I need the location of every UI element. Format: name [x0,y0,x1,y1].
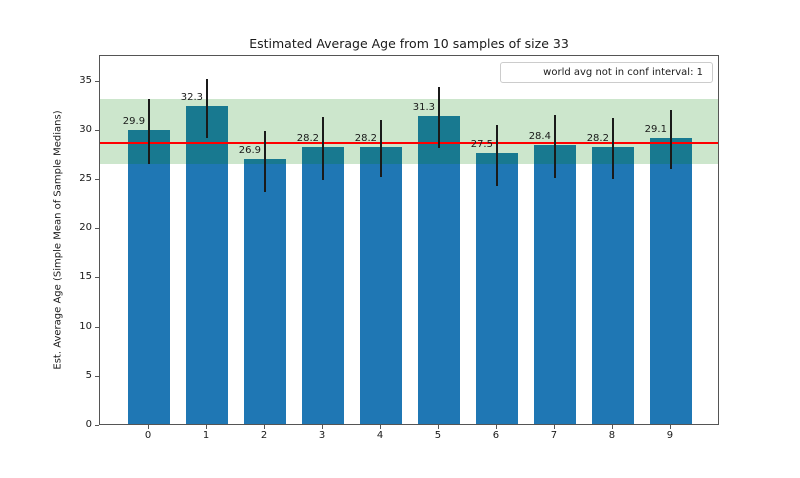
bar-value-label: 29.9 [122,115,146,127]
error-bar [380,119,382,178]
legend: world avg not in conf interval: 1 [500,62,713,83]
x-tick-mark [206,425,208,429]
legend-label: world avg not in conf interval: 1 [543,67,703,78]
y-tick-mark [95,277,99,279]
x-tick-label: 2 [260,430,268,441]
error-bar [669,110,672,170]
bar-value-label: 27.5 [470,139,493,151]
y-tick-label: 5 [85,369,92,381]
x-tick-label: 5 [434,430,442,441]
y-tick-mark [95,178,99,180]
y-tick-label: 0 [85,419,92,430]
x-tick-label: 9 [666,430,674,441]
x-tick-mark [669,425,671,429]
bar [360,146,402,424]
x-tick-label: 6 [492,430,500,441]
x-tick-mark [495,425,497,429]
error-bar [322,117,325,180]
bar [591,146,634,424]
bar-value-label: 31.3 [412,101,435,113]
bar-value-label: 29.1 [644,123,667,135]
confidence-band [100,98,718,164]
y-tick-mark [95,228,99,230]
error-bar [206,78,209,138]
x-tick-label: 4 [376,430,384,441]
error-bar [264,130,267,192]
x-tick-mark [611,425,613,429]
y-tick-mark [95,129,99,131]
bar-value-label: 28.2 [296,132,320,144]
x-tick-mark [380,425,381,429]
y-tick-mark [95,375,99,377]
bar-value-label: 28.2 [354,132,377,144]
chart-title: Estimated Average Age from 10 samples of… [249,36,569,51]
bar-value-label: 32.3 [180,92,204,104]
x-tick-mark [264,425,266,429]
plot-area: world avg not in conf interval: 1 29.9 32… [99,55,719,425]
x-tick-mark [322,425,324,429]
error-bar [611,117,614,179]
bar [649,137,692,424]
y-tick-label: 15 [79,271,92,283]
world-average-line [100,141,718,144]
bar [302,146,345,424]
error-bar [437,87,440,149]
y-tick-label: 30 [79,123,92,135]
x-tick-label: 0 [144,430,152,441]
bar [533,144,576,424]
x-tick-label: 1 [202,430,210,441]
error-bar [495,124,498,186]
bar [475,153,518,424]
y-tick-label: 10 [79,320,92,332]
y-tick-label: 35 [79,74,92,86]
bar-value-label: 28.4 [528,130,551,142]
y-tick-label: 25 [79,172,92,184]
bar-value-label: 26.9 [238,145,262,157]
bar [244,159,287,424]
x-tick-mark [553,425,555,429]
y-tick-mark [95,80,99,82]
y-tick-mark [95,326,99,328]
x-tick-label: 8 [608,430,616,441]
bar [417,116,460,424]
y-tick-label: 20 [79,222,92,234]
x-tick-mark [437,425,439,429]
x-tick-label: 7 [550,430,558,441]
bar-value-label: 28.2 [586,132,609,144]
error-bar [148,99,151,165]
y-tick-mark [95,425,99,426]
x-tick-mark [148,425,150,429]
x-tick-label: 3 [318,430,326,441]
bar [128,129,171,424]
bar [186,106,229,424]
error-bar [553,115,556,178]
